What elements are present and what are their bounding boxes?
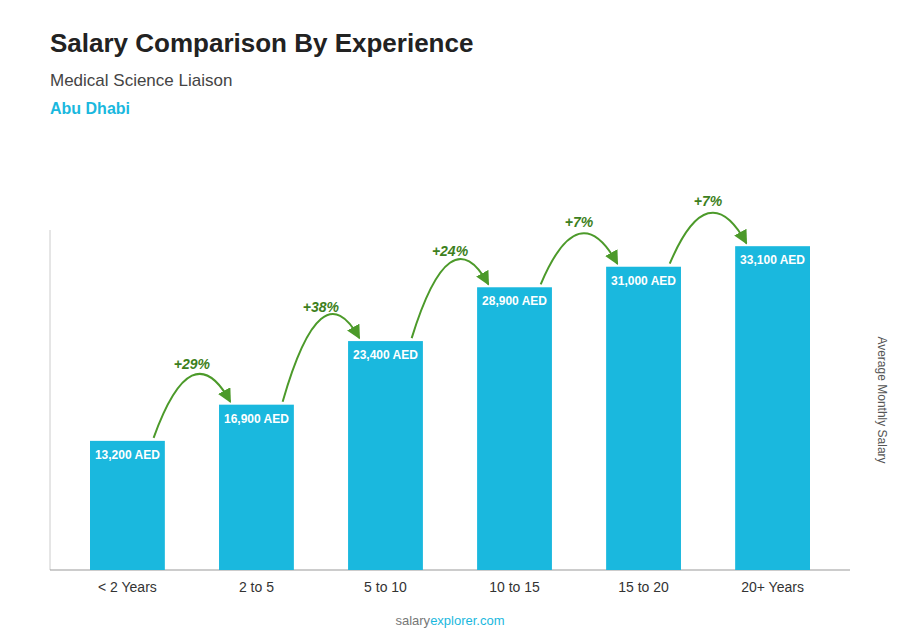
bar	[477, 287, 552, 570]
bar	[348, 341, 423, 570]
change-arrow	[154, 374, 231, 438]
data-label: 16,900 AED	[224, 412, 289, 426]
x-tick-label: 2 to 5	[239, 579, 274, 595]
watermark-part: salary	[395, 613, 430, 628]
bar	[606, 267, 681, 570]
change-label: +7%	[565, 214, 594, 230]
x-tick-label: 5 to 10	[364, 579, 407, 595]
change-arrow	[412, 259, 489, 338]
subtitle: Medical Science Liaison	[50, 71, 232, 90]
bar	[219, 405, 294, 570]
data-label: 33,100 AED	[740, 253, 805, 267]
data-label: 23,400 AED	[353, 348, 418, 362]
data-label: 28,900 AED	[482, 294, 547, 308]
x-tick-label: 15 to 20	[618, 579, 669, 595]
x-tick-label: < 2 Years	[98, 579, 157, 595]
x-axis-line	[50, 570, 850, 571]
data-label: 31,000 AED	[611, 274, 676, 288]
data-label: 13,200 AED	[95, 448, 160, 462]
city: Abu Dhabi	[50, 100, 130, 117]
x-tick-label: 20+ Years	[741, 579, 804, 595]
watermark: salaryexplorer.com	[395, 613, 504, 628]
change-arrow	[670, 213, 747, 264]
change-label: +7%	[694, 193, 723, 209]
title: Salary Comparison By Experience	[50, 28, 473, 58]
bar	[90, 441, 165, 570]
bars	[90, 246, 810, 570]
change-arrow	[541, 233, 618, 284]
change-label: +29%	[174, 356, 211, 372]
change-arrow	[283, 314, 360, 402]
y-axis-line	[50, 230, 51, 570]
chart: Salary Comparison By Experience Medical S…	[0, 0, 900, 641]
watermark-part: explorer.com	[430, 613, 504, 628]
y-axis-label: Average Monthly Salary	[875, 336, 889, 463]
x-tick-label: 10 to 15	[489, 579, 540, 595]
change-label: +24%	[432, 243, 469, 259]
bar	[735, 246, 810, 570]
change-label: +38%	[303, 299, 340, 315]
